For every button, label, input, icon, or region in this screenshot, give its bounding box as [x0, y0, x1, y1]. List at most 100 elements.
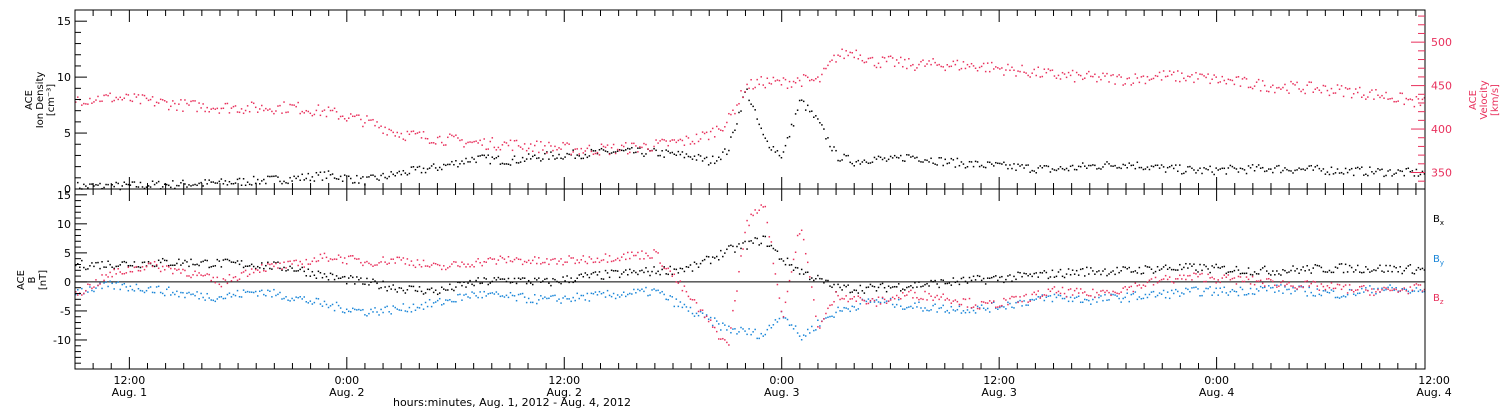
bx-point	[529, 282, 532, 284]
by-point	[1140, 298, 1143, 300]
bz-point	[1255, 280, 1258, 282]
velocity-point	[1084, 77, 1086, 79]
bx-point	[1104, 268, 1106, 270]
density-point	[635, 151, 637, 154]
bx-point	[1356, 264, 1359, 267]
velocity-point	[333, 107, 336, 110]
bx-point	[79, 266, 81, 269]
bz-point	[1172, 282, 1175, 284]
velocity-point	[740, 90, 742, 92]
bz-point	[190, 276, 192, 279]
by-point	[1112, 293, 1114, 296]
bz-point	[1027, 301, 1029, 303]
bz-point	[1144, 285, 1147, 287]
velocity-point	[135, 96, 138, 98]
density-point	[366, 176, 368, 178]
velocity-point	[1142, 75, 1145, 77]
velocity-point	[1263, 84, 1266, 87]
by-point	[904, 308, 906, 310]
bx-point	[1158, 269, 1161, 271]
velocity-point	[1363, 94, 1365, 96]
bx-point	[1031, 275, 1033, 278]
bz-point	[248, 273, 251, 276]
by-point	[103, 282, 105, 284]
density-point	[794, 113, 797, 115]
density-point	[1043, 165, 1046, 167]
density-point	[703, 157, 706, 160]
bx-point	[519, 278, 522, 280]
bz-point	[463, 263, 465, 265]
bz-point	[659, 262, 661, 264]
density-point	[1075, 168, 1078, 171]
bz-point	[186, 275, 188, 277]
bx-point	[1211, 265, 1213, 267]
bz-point	[770, 241, 773, 243]
bz-point	[823, 318, 825, 320]
bz-point	[529, 262, 532, 265]
bx-point	[1065, 273, 1068, 275]
bz-point	[305, 258, 308, 261]
by-point	[1069, 296, 1072, 299]
bx-point	[133, 261, 136, 263]
density-point	[976, 161, 979, 163]
velocity-point	[1140, 76, 1143, 78]
by-point	[606, 289, 609, 292]
bx-point	[319, 272, 322, 274]
bz-point	[869, 299, 872, 302]
by-point	[675, 298, 678, 300]
bz-point	[1055, 291, 1058, 294]
density-point	[1055, 169, 1058, 172]
by-point	[1272, 286, 1274, 289]
velocity-point	[157, 102, 160, 104]
bz-point	[333, 258, 336, 260]
bx-point	[507, 277, 510, 280]
velocity-point	[806, 76, 809, 79]
bz-point	[780, 310, 783, 313]
density-point	[79, 187, 81, 190]
by-point	[1332, 290, 1335, 292]
density-point	[756, 118, 758, 120]
bx-point	[232, 261, 235, 263]
bx-point	[143, 261, 146, 263]
bx-point	[705, 255, 708, 258]
velocity-point	[558, 147, 560, 149]
bx-point	[990, 276, 993, 279]
bz-point	[1179, 274, 1181, 277]
bz-point	[752, 214, 754, 217]
density-point	[732, 131, 734, 134]
density-point	[1021, 164, 1023, 166]
bx-point	[1235, 265, 1238, 268]
by-point	[940, 307, 942, 309]
bx-point	[89, 265, 91, 267]
density-point	[1170, 164, 1173, 167]
bx-point	[809, 278, 811, 281]
bz-point	[1191, 279, 1193, 281]
bz-point	[661, 265, 663, 267]
bx-point	[1263, 265, 1266, 268]
velocity-point	[538, 151, 540, 154]
by-point	[659, 292, 661, 294]
velocity-point	[99, 100, 101, 103]
density-point	[687, 155, 690, 158]
by-point	[222, 297, 225, 300]
velocity-point	[412, 130, 415, 132]
density-point	[663, 156, 665, 158]
density-point	[525, 158, 528, 160]
velocity-point	[790, 86, 793, 88]
density-point	[1361, 166, 1363, 168]
bz-point	[833, 300, 835, 303]
by-point	[1363, 291, 1365, 293]
bz-point	[505, 261, 508, 264]
bx-point	[887, 285, 890, 287]
velocity-point	[968, 65, 971, 68]
by-point	[762, 335, 765, 337]
bz-point	[1395, 288, 1397, 291]
bx-point	[972, 275, 975, 278]
bx-point	[1229, 271, 1232, 273]
by-point	[125, 286, 128, 288]
by-point	[1215, 287, 1217, 290]
bx-point	[228, 259, 231, 262]
by-point	[445, 299, 447, 301]
velocity-point	[250, 101, 253, 103]
